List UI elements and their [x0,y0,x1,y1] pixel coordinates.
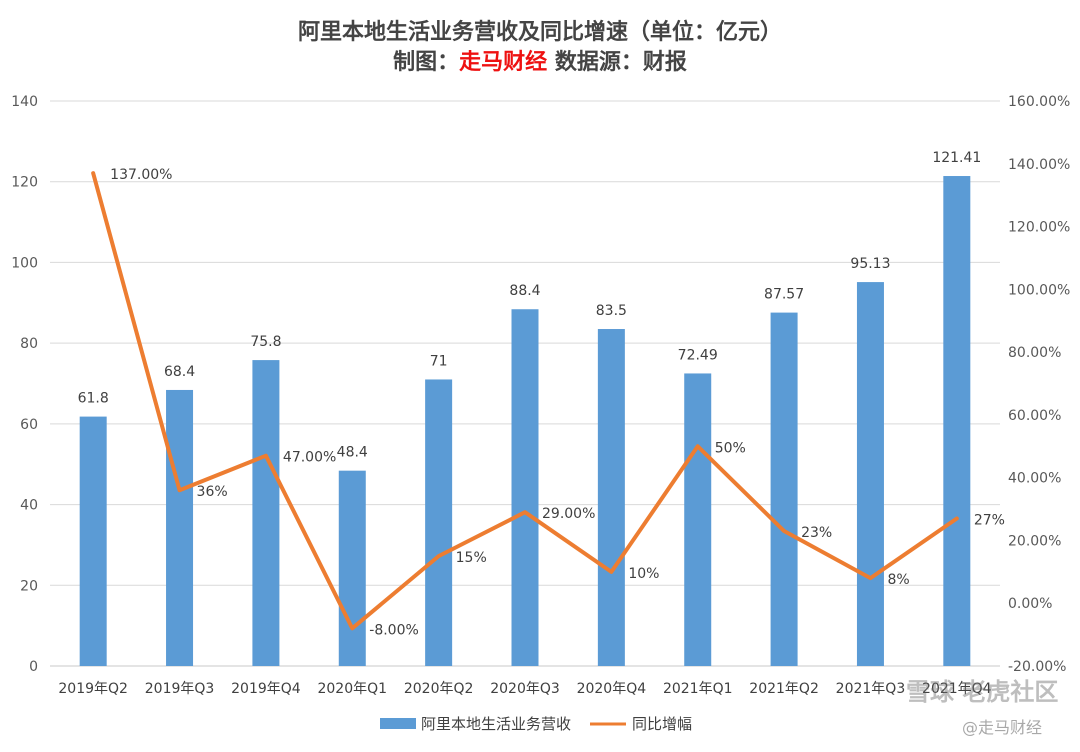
bar [166,389,194,666]
left-y-axis: 0 20 40 60 80 100 120 140 [11,94,38,675]
bar [511,309,539,666]
chart-subtitle: 制图：走马财经 数据源：财报 [0,44,1080,76]
x-axis: 2019年Q2 2019年Q3 2019年Q4 2020年Q1 2020年Q2 2020年… [58,681,991,697]
bar [79,416,107,666]
line-series [91,171,959,631]
left-tick-label: 120 [11,175,38,191]
x-tick-label: 2020年Q3 [490,681,560,697]
bar-value-label: 71 [430,353,448,369]
bar-value-label: 121.41 [932,150,981,166]
x-tick-label: 2020年Q1 [317,681,387,697]
legend: 阿里本地生活业务营收 同比增幅 [380,715,692,733]
legend-line-label: 同比增幅 [632,715,692,733]
legend-bar-swatch [380,718,416,729]
right-y-axis: -20.00% 0.00% 20.00% 40.00% 60.00% 80.00% 100.… [1008,94,1070,675]
data-labels: 61.8 68.4 75.8 48.4 71 88.4 83.5 72.49 87.57 95.1… [78,150,1005,638]
right-tick-label: 120.00% [1008,220,1070,236]
chart-title: 阿里本地生活业务营收及同比增速（单位：亿元） [297,20,782,45]
bar-series [79,176,971,666]
bar-value-label: 61.8 [78,391,109,407]
right-tick-label: 140.00% [1008,157,1070,173]
line-value-label: 137.00% [110,167,172,183]
growth-line [91,171,959,631]
line-value-label: 50% [715,440,746,456]
subtitle-brand: 走马财经 [459,50,548,75]
left-tick-label: 80 [20,336,38,352]
legend-bar-label: 阿里本地生活业务营收 [421,715,571,733]
left-tick-label: 140 [11,94,38,110]
bar [597,329,625,666]
right-tick-label: -20.00% [1008,659,1066,675]
bar-value-label: 48.4 [337,445,368,461]
bar-value-label: 75.8 [250,334,281,350]
right-tick-label: 20.00% [1008,533,1061,549]
x-tick-label: 2019年Q2 [58,681,128,697]
bar-value-label: 88.4 [509,283,540,299]
line-value-label: 15% [456,550,487,566]
x-tick-label: 2021年Q3 [836,681,906,697]
right-tick-label: 80.00% [1008,345,1061,361]
bar [252,360,280,666]
bar [425,379,453,666]
bar [684,373,712,666]
line-value-label: 10% [628,566,659,582]
left-tick-label: 0 [29,659,38,675]
x-tick-label: 2021年Q2 [749,681,819,697]
watermark-logo: 雪球 老虎社区 [906,678,1059,706]
x-tick-label: 2020年Q2 [404,681,474,697]
left-tick-label: 100 [11,255,38,271]
line-value-label: 47.00% [283,450,336,466]
bar-value-label: 72.49 [678,347,718,363]
x-tick-label: 2021年Q1 [663,681,733,697]
bar [943,176,971,666]
right-tick-label: 0.00% [1008,596,1052,612]
right-tick-label: 60.00% [1008,408,1061,424]
subtitle-prefix: 制图： [393,50,460,75]
left-tick-label: 40 [20,498,38,514]
right-tick-label: 40.00% [1008,471,1061,487]
line-value-label: 23% [801,525,832,541]
bar-value-label: 87.57 [764,287,804,303]
x-tick-label: 2019年Q3 [145,681,215,697]
line-value-label: 36% [197,484,228,500]
line-value-label: 29.00% [542,506,595,522]
line-value-label: -8.00% [369,622,419,638]
bar-value-label: 95.13 [850,256,890,272]
bar-value-label: 83.5 [596,303,627,319]
subtitle-suffix: 数据源：财报 [547,50,687,75]
line-value-label: 27% [974,512,1005,528]
left-tick-label: 60 [20,417,38,433]
x-tick-label: 2021年Q4 [922,681,992,697]
bar-value-label: 68.4 [164,364,195,380]
right-tick-label: 160.00% [1008,94,1070,110]
bar [856,282,884,666]
bar [338,470,366,666]
right-tick-label: 100.00% [1008,282,1070,298]
x-tick-label: 2020年Q4 [577,681,647,697]
x-tick-label: 2019年Q4 [231,681,301,697]
left-tick-label: 20 [20,578,38,594]
watermark-handle: @走马财经 [962,718,1043,737]
bar [770,312,798,666]
line-value-label: 8% [887,572,909,588]
